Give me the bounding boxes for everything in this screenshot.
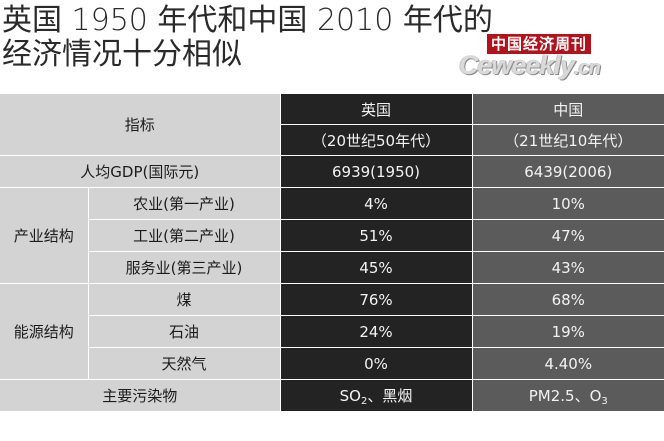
group-label-energy: 能源结构 [0, 283, 88, 380]
table-row: 主要污染物 SO2、黑烟 PM2.5、O3 [0, 379, 664, 412]
title-line-1: 英国 1950 年代和中国 2010 年代的 [2, 3, 493, 38]
row-label-oil: 石油 [87, 315, 281, 348]
table-row: 能源结构 煤 76% 68% [0, 283, 664, 380]
cell-uk-oil: 24% [279, 315, 473, 348]
header-uk-name: 英国 [279, 94, 473, 125]
cell-uk-gdp: 6939(1950) [279, 155, 473, 188]
cell-uk-agriculture: 4% [279, 187, 473, 220]
cell-cn-agriculture: 10% [471, 187, 664, 220]
cell-uk-industry: 51% [279, 219, 473, 252]
cell-cn-coal: 68% [471, 283, 664, 316]
cell-uk-services: 45% [279, 251, 473, 284]
header-cn-name: 中国 [471, 94, 664, 125]
title-line-2: 经济情况十分相似 [2, 37, 242, 72]
row-label-gas: 天然气 [87, 347, 281, 380]
cell-cn-oil: 19% [471, 315, 664, 348]
row-label-agriculture: 农业(第一产业) [87, 187, 281, 220]
page-title: 英国 1950 年代和中国 2010 年代的 经济情况十分相似 [2, 4, 493, 72]
row-label-coal: 煤 [87, 283, 281, 316]
cell-cn-pollutant: PM2.5、O3 [471, 379, 664, 412]
cell-uk-gas: 0% [279, 347, 473, 380]
header-uk-period: （20世纪50年代） [279, 124, 473, 156]
table-row: 石油 24% 19% [0, 315, 664, 348]
row-label-industry: 工业(第二产业) [87, 219, 281, 252]
cell-cn-gdp: 6439(2006) [471, 155, 664, 188]
table-row: 人均GDP(国际元) 6939(1950) 6439(2006) [0, 155, 664, 188]
row-label-pollutant: 主要污染物 [0, 379, 281, 412]
row-label-gdp: 人均GDP(国际元) [0, 155, 281, 188]
row-label-services: 服务业(第三产业) [87, 251, 281, 284]
group-label-industry: 产业结构 [0, 187, 88, 284]
header-indicator: 指标 [0, 94, 281, 156]
publication-logo-cn: 中国经济周刊 [487, 34, 592, 54]
cell-cn-services: 43% [471, 251, 664, 284]
cell-uk-coal: 76% [279, 283, 473, 316]
cell-cn-industry: 47% [471, 219, 664, 252]
cell-cn-gas: 4.40% [471, 347, 664, 380]
comparison-table: 指标 英国 中国 （20世纪50年代） （21世纪10年代） 人均GDP(国际元… [0, 94, 664, 412]
cell-uk-pollutant: SO2、黑烟 [279, 379, 473, 412]
table-row: 产业结构 农业(第一产业) 4% 10% [0, 187, 664, 284]
table-row: 服务业(第三产业) 45% 43% [0, 251, 664, 284]
publication-logo-en: Ceweekly.cn [459, 50, 601, 80]
table-row: 天然气 0% 4.40% [0, 347, 664, 380]
header-cn-period: （21世纪10年代） [471, 124, 664, 156]
table-row: 工业(第二产业) 51% 47% [0, 219, 664, 252]
